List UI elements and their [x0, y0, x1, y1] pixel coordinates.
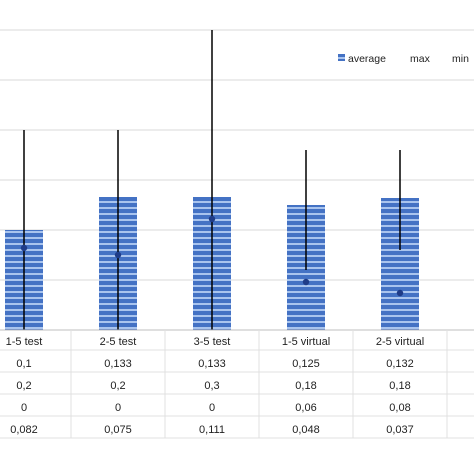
- data-label: 0,18: [389, 380, 410, 392]
- data-label: 0: [115, 402, 121, 414]
- gridlines: [0, 29, 474, 331]
- value-marker: [20, 244, 28, 252]
- category-label: 1-5 test: [6, 336, 43, 348]
- data-label: 0,133: [104, 358, 132, 370]
- category-label: 1-5 virtual: [282, 336, 330, 348]
- bars: [5, 197, 419, 330]
- data-label: 0,048: [292, 424, 320, 436]
- data-label: 0,2: [110, 380, 125, 392]
- data-label: 0,08: [389, 402, 410, 414]
- data-label: 0,2: [16, 380, 31, 392]
- category-label: 3-5 test: [194, 336, 231, 348]
- data-label: 0: [209, 402, 215, 414]
- data-label: 0,075: [104, 424, 132, 436]
- legend-label-average: average: [348, 53, 386, 65]
- data-label: 0,06: [295, 402, 316, 414]
- data-label: 0,1: [16, 358, 31, 370]
- value-marker: [302, 278, 310, 286]
- data-label: 0,125: [292, 358, 320, 370]
- value-marker: [208, 215, 216, 223]
- data-label: 0,082: [10, 424, 38, 436]
- data-label: 0,3: [204, 380, 219, 392]
- legend: average max min: [338, 53, 469, 65]
- data-table: 1-5 test 2-5 test 3-5 test 1-5 virtual 2-5 v…: [0, 329, 474, 439]
- data-label: 0,037: [386, 424, 414, 436]
- legend-label-min: min: [452, 53, 469, 65]
- data-label: 0,133: [198, 358, 226, 370]
- error-lines: [20, 30, 404, 330]
- legend-swatch-average: [338, 54, 345, 61]
- legend-label-max: max: [410, 53, 431, 65]
- data-label: 0,18: [295, 380, 316, 392]
- category-label: 2-5 test: [100, 336, 137, 348]
- data-label: 0,111: [199, 424, 225, 436]
- data-label: 0,132: [386, 358, 414, 370]
- data-label: 0: [21, 402, 27, 414]
- category-label: 2-5 virtual: [376, 336, 424, 348]
- value-marker: [114, 251, 122, 259]
- value-marker: [396, 289, 404, 297]
